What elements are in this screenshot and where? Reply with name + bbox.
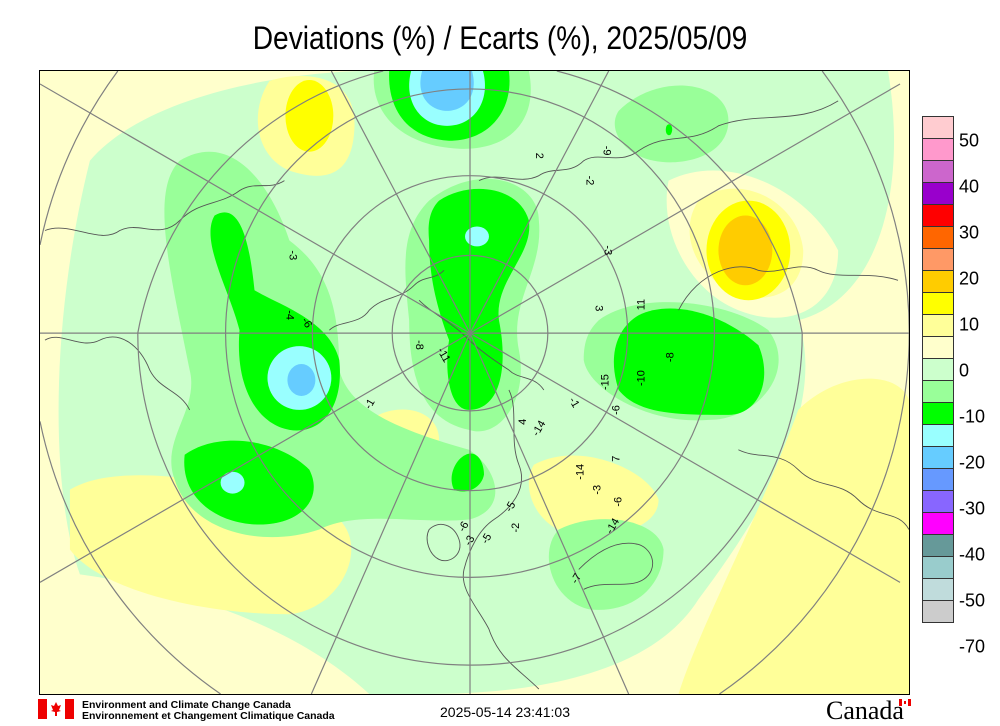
legend-label: -30 [959,498,986,519]
legend-label: -40 [959,544,986,565]
legend-swatch [922,556,954,579]
contour-5-10-europe [528,455,659,536]
legend-swatch [922,380,954,403]
contour-below-minus10-east [613,308,765,415]
legend-swatch [922,270,954,293]
org-name-english: Environment and Climate Change Canada [82,699,291,711]
station-value: -6 [611,405,623,415]
polar-map: 2 -9 -2 -3 11 3 -8 -11 -1 -4 -6 -3 -15 -… [39,70,910,695]
legend-label: -50 [959,590,986,611]
legend-label: 30 [959,222,980,243]
station-value: 11 [636,299,648,310]
station-value: -3 [602,245,614,255]
canada-wordmark: Canada [826,696,904,725]
legend-label: -70 [959,636,986,657]
contour-5-10-asia [678,378,909,694]
station-value: -15 [600,374,612,390]
contour-below-minus10-bottomleft [184,440,314,525]
legend-label: 50 [959,130,980,151]
station-value: -14 [575,464,587,480]
legend-swatch [922,292,954,315]
legend-swatch [922,600,954,623]
legend-swatch [922,490,954,513]
generated-timestamp: 2025-05-14 23:41:03 [440,704,570,720]
station-value: -6 [613,497,625,507]
legend-swatch [922,534,954,557]
canada-flag-icon [38,699,74,719]
contour-10-15-top [285,79,334,152]
contour-minus10-minus5-ne [614,85,729,163]
legend-swatch [922,182,954,205]
wordmark-flag-icon [899,699,911,706]
contour-below-minus10-center [428,188,530,410]
legend-label: 20 [959,268,980,289]
contour-below-minus10-ne [665,124,673,136]
contour-minus20-minus15-bl [220,471,245,494]
station-value: -10 [636,370,648,386]
station-value: 3 [593,305,605,311]
station-values: 2 -9 -2 -3 11 3 -8 -11 -1 -4 -6 -3 -15 -… [283,146,676,586]
contour-minus25-minus20-left [287,364,316,396]
legend-swatch [922,226,954,249]
station-value: -3 [592,485,604,495]
map-title: Deviations (%) / Ecarts (%), 2025/05/09 [252,20,748,56]
legend-swatch [922,160,954,183]
contour-15-20-right [718,215,773,286]
station-value: -8 [665,352,677,362]
legend-label: -10 [959,406,986,427]
station-value: -3 [286,250,298,260]
legend-label: 0 [959,360,970,381]
legend-swatch [922,314,954,337]
legend-swatch [922,358,954,381]
legend-swatch [922,336,954,359]
contour-minus20-minus15-center [465,226,489,247]
legend-label: 40 [959,176,980,197]
station-value: 2 [533,153,545,159]
graticule [40,71,909,694]
contour-below-minus10-small [451,453,484,492]
org-name-french: Environnement et Changement Climatique C… [82,710,335,722]
station-value: 4 [517,419,529,425]
station-value: -2 [510,523,522,533]
legend-swatch [922,204,954,227]
station-value: -8 [413,340,425,350]
station-value: -4 [283,310,295,320]
legend-label: 10 [959,314,980,335]
legend-swatch [922,468,954,491]
station-value: -9 [601,146,613,156]
legend-swatch [922,578,954,601]
color-legend [922,116,954,623]
legend-swatch [922,138,954,161]
legend-swatch [922,446,954,469]
legend-label: -20 [959,452,986,473]
legend-swatch [922,248,954,271]
legend-swatch [922,116,954,139]
station-value: 7 [611,456,623,462]
contour-minus10-minus5-se [548,519,664,610]
coastlines [44,100,909,690]
legend-swatch [922,512,954,535]
contour-minus25-minus20-top [420,71,474,111]
station-value: -2 [584,176,596,186]
legend-swatch [922,402,954,425]
legend-swatch [922,424,954,447]
